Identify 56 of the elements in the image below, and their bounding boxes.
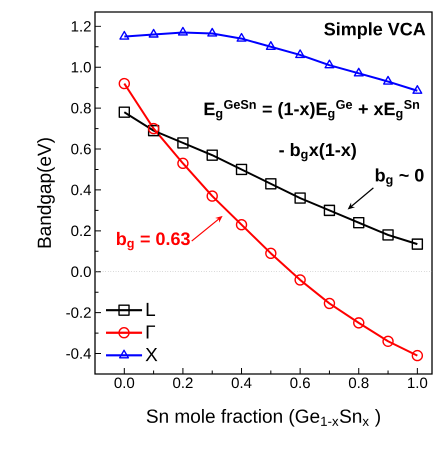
y-axis-title: Bandgap(eV) [37, 138, 55, 248]
x-tick-label: 0.0 [114, 378, 134, 388]
y-tick-label: -0.4 [66, 348, 92, 359]
point [354, 68, 364, 77]
point [265, 248, 277, 260]
annotation: - b$_{g}$x(1-x) [279, 142, 356, 162]
annotation: b$_{g}$ = 0.63 [116, 232, 190, 250]
annotation: Simple VCA [324, 22, 426, 40]
point [118, 78, 130, 90]
point [118, 106, 130, 118]
point [353, 317, 364, 329]
point [207, 28, 218, 37]
legend-label: Γ [146, 325, 156, 339]
y-tick-label: 0.2 [71, 226, 91, 236]
point [295, 49, 306, 58]
point [266, 41, 276, 50]
point [294, 274, 306, 286]
x-axis-title: Sn mole fraction (Ge$_{1-x}$Sn$_{x}$ ) [146, 408, 380, 427]
point [412, 350, 424, 362]
point [324, 298, 336, 310]
point [412, 85, 422, 94]
y-tick-label: 0.8 [71, 102, 91, 114]
point [324, 204, 336, 216]
point [206, 190, 218, 202]
point [294, 192, 306, 204]
point [119, 30, 130, 40]
y-tick-label: 0.4 [71, 184, 92, 196]
point [382, 229, 394, 241]
y-tick-label: 1.2 [72, 21, 91, 32]
annotation: b$_{g}$ ~ 0 [376, 168, 424, 187]
point [383, 76, 394, 85]
point [412, 238, 424, 250]
point [265, 178, 277, 190]
point [236, 164, 248, 176]
y-tick-label: 0.0 [71, 266, 91, 278]
y-tick-label: 1.0 [72, 62, 91, 73]
point [324, 59, 334, 68]
legend-label: X [146, 348, 158, 362]
point [236, 219, 248, 230]
point [178, 26, 188, 36]
x-tick-label: 1.0 [408, 378, 428, 388]
point [177, 158, 189, 170]
y-tick-label: -0.2 [66, 307, 91, 318]
point [236, 32, 247, 42]
point [206, 149, 218, 161]
x-tick-label: 0.6 [290, 378, 310, 388]
legend-label: L [146, 302, 156, 316]
point [382, 336, 394, 347]
x-tick-label: 0.2 [173, 378, 193, 388]
point [148, 28, 159, 38]
point [177, 137, 189, 149]
text: E$_{g}$$^{GeSn}$ = (1-x)E$_{g}$$^{Ge}$ + xE$_{g}$Sn [204, 100, 420, 120]
x-tick-label: 0.8 [348, 378, 369, 388]
point [353, 216, 364, 228]
y-tick-label: 0.6 [71, 144, 91, 154]
x-tick-label: 0.4 [232, 378, 252, 388]
